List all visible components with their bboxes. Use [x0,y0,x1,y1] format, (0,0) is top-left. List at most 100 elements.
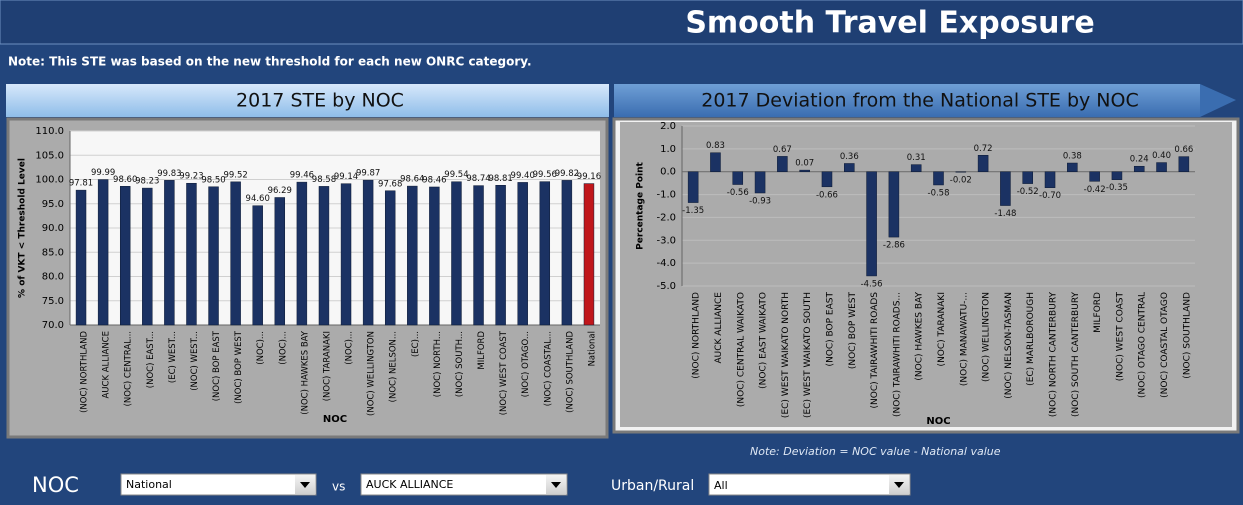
x-tick-label: (NOC) NORTH CANTERBURY [1049,292,1059,418]
bar [799,169,810,172]
y-tick-label: -3.0 [656,235,676,246]
data-label: -0.56 [727,188,749,198]
x-tick-label: (NOC) BOP WEST [848,292,858,370]
x-tick-label: (NOC) NORTHLAND [692,292,702,379]
dropdown[interactable]: National [120,473,317,496]
bar [710,152,721,172]
control-label: NOC [32,473,79,497]
x-tick-label: (NOC) TARANAKI [322,331,332,401]
data-label: 0.31 [907,153,926,163]
data-label: 98.74 [466,174,490,184]
data-label: 98.50 [201,175,225,185]
data-label: 0.67 [773,145,792,155]
y-tick-label: 70.0 [42,320,64,331]
y-tick-label: 110.0 [35,126,64,137]
data-label: -0.66 [816,190,838,200]
x-tick-label: (NOC) WEST... [190,331,200,391]
x-tick-label: (EC) MARLBOROUGH [1026,292,1036,386]
dropdown-box[interactable] [708,473,911,496]
data-label: 97.81 [69,179,93,189]
dropdown-arrow [300,482,310,488]
x-tick-label: (NOC) TARANAKI [937,292,947,366]
bar [296,181,308,326]
y-tick-label: 75.0 [42,296,64,307]
bar [1067,162,1078,172]
data-label: 98.58 [312,175,336,185]
data-label: -0.58 [928,188,950,198]
y-axis-title: % of VKT < Threshold Level [18,158,28,298]
bar [142,187,153,326]
bar [561,180,573,326]
data-label: 97.68 [378,179,402,189]
data-label: 99.23 [179,172,203,182]
x-tick-label: MILFORD [477,331,487,370]
x-tick-label: (NOC) NORTH... [433,331,443,397]
x-tick-label: (NOC)... [345,331,355,365]
data-label: 0.83 [706,141,725,151]
data-label: 98.64 [400,175,424,185]
bar [910,164,922,172]
bar [955,171,967,173]
y-tick-label: 100.0 [35,175,64,186]
dropdown-arrow [551,482,561,488]
bar [429,186,440,326]
chart-note: Note: Deviation = NOC value - National v… [750,445,1001,458]
bar [517,182,528,326]
bar [754,171,766,194]
y-tick-label: -2.0 [656,212,676,223]
x-tick-label: (NOC) WEST COAST [1115,291,1125,381]
bar [844,163,855,172]
x-tick-label: (NOC) SOUTH CANTERBURY [1071,292,1081,418]
x-tick-label: (NOC) BOP EAST [212,330,222,401]
x-tick-label: (NOC) COASTAL... [543,331,553,406]
bar [164,180,175,326]
y-axis-title: Percentage Point [636,162,646,250]
title-bar [0,0,1243,45]
bar [119,186,131,326]
x-tick-label: (EC) WEST WAIKATO SOUTH [803,292,813,418]
x-tick-label: (NOC) OTAGO... [521,331,531,397]
x-tick-label: (NOC) NELSON... [389,331,399,402]
bar [473,185,484,326]
bar [1022,171,1033,184]
bar [866,171,877,277]
x-tick-label: (NOC) SOUTHLAND [565,331,575,413]
bar [230,181,241,326]
dropdown[interactable]: All [708,473,911,496]
header-arrow [1200,84,1236,117]
y-tick-label: 95.0 [42,199,64,210]
bar [1133,165,1145,172]
dropdown[interactable]: AUCK ALLIANCE [360,473,568,496]
bar [539,181,551,326]
y-tick-label: 2.0 [660,121,676,132]
data-label: 98.60 [113,175,137,185]
x-axis-title: NOC [926,416,950,427]
page-note: Note: This STE was based on the new thre… [8,55,532,69]
data-label: 98.23 [135,177,159,187]
data-label: 0.36 [840,152,859,162]
y-tick-label: -1.0 [656,190,676,201]
data-label: 0.72 [974,144,993,154]
data-label: 96.29 [268,186,292,196]
x-tick-label: (EC) WEST WAIKATO NORTH [781,292,791,418]
dropdown-box[interactable] [360,473,568,496]
data-label: 0.07 [795,159,814,169]
x-tick-label: (NOC) COASTAL OTAGO [1160,292,1170,398]
dropdown-value: All [714,479,728,492]
data-label: 99.82 [555,169,579,179]
x-tick-label: (NOC) WELLINGTON [367,331,377,416]
x-tick-label: (NOC)... [256,331,266,365]
dropdown-box[interactable] [120,473,317,496]
bar [362,179,374,326]
x-tick-label: (NOC) NELSON-TASMAN [1004,292,1014,399]
x-tick-label: National [587,331,597,366]
data-label: -1.35 [682,206,704,216]
x-tick-label: (NOC) TAIRAWHITI ROADS... [892,292,902,417]
data-label: 0.24 [1130,155,1149,165]
x-tick-label: (NOC) SOUTHLAND [1182,292,1192,379]
bar [340,183,352,326]
control-label: vs [332,480,345,494]
x-tick-label: (NOC) WEST COAST [499,330,509,415]
